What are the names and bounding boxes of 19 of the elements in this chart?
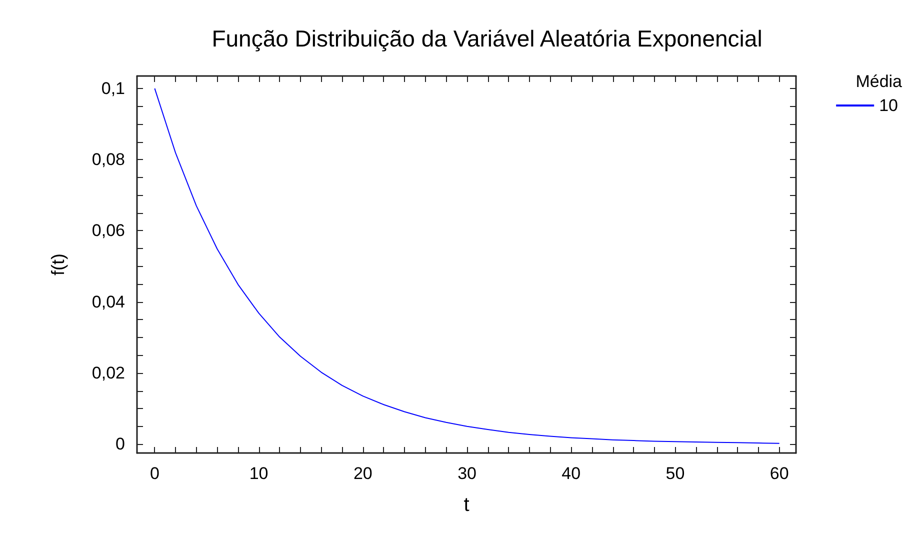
x-tick-label: 40 [562, 464, 581, 483]
y-tick-label: 0 [116, 434, 125, 454]
y-tick-label: 0,02 [92, 363, 125, 382]
y-tick-label: 0,08 [92, 150, 125, 170]
y-axis-title: f(t) [48, 254, 68, 276]
y-tick-label: 0,1 [101, 78, 125, 98]
x-axis-title: t [464, 494, 470, 516]
y-tick-label: 0,06 [92, 221, 125, 240]
x-tick-label: 60 [770, 464, 789, 483]
x-tick-label: 30 [458, 464, 476, 483]
x-tick-label: 50 [666, 464, 685, 483]
line-series [154, 88, 780, 444]
x-tick-label: 20 [353, 464, 372, 483]
x-tick-label: 10 [249, 464, 268, 483]
legend-title: Média [856, 72, 903, 91]
y-tick-label: 0,04 [92, 292, 125, 312]
chart-title: Função Distribuição da Variável Aleatória Exponencial [212, 26, 762, 52]
legend-label: 10 [879, 96, 898, 115]
x-tick-label: 0 [150, 464, 160, 483]
